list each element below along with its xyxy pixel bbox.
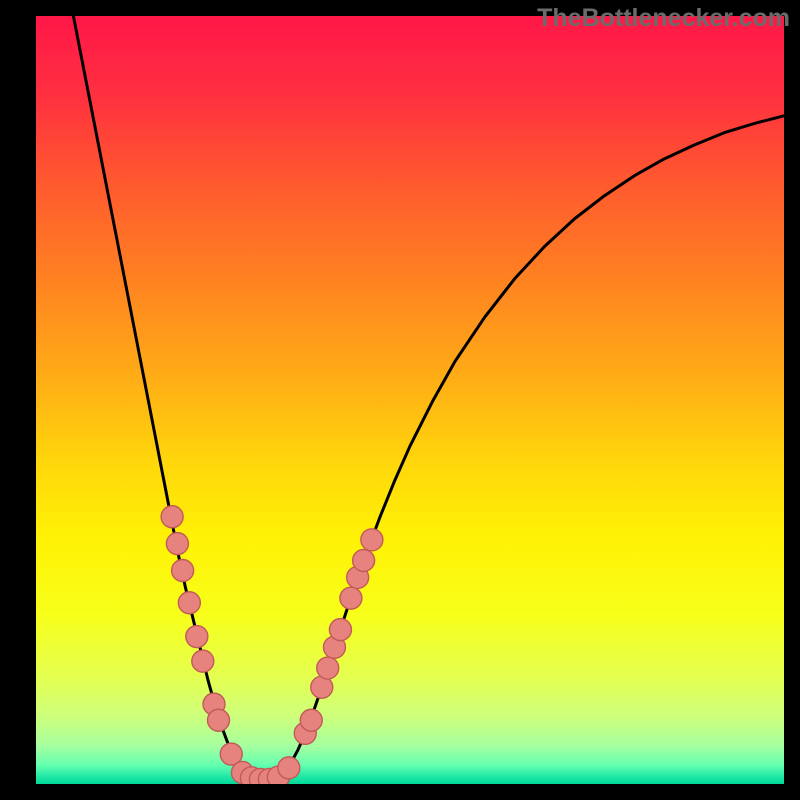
data-marker [317,657,339,679]
data-marker [361,529,383,551]
data-marker [340,587,362,609]
data-marker [178,592,200,614]
bottleneck-chart: TheBottlenecker.com [0,0,800,800]
data-marker [192,650,214,672]
data-marker [278,757,300,779]
data-marker [353,550,375,572]
data-marker [300,709,322,731]
data-marker [172,560,194,582]
data-marker [329,619,351,641]
data-marker [208,709,230,731]
data-marker [161,506,183,528]
data-marker [186,626,208,648]
data-marker [166,533,188,555]
chart-svg [0,0,800,800]
